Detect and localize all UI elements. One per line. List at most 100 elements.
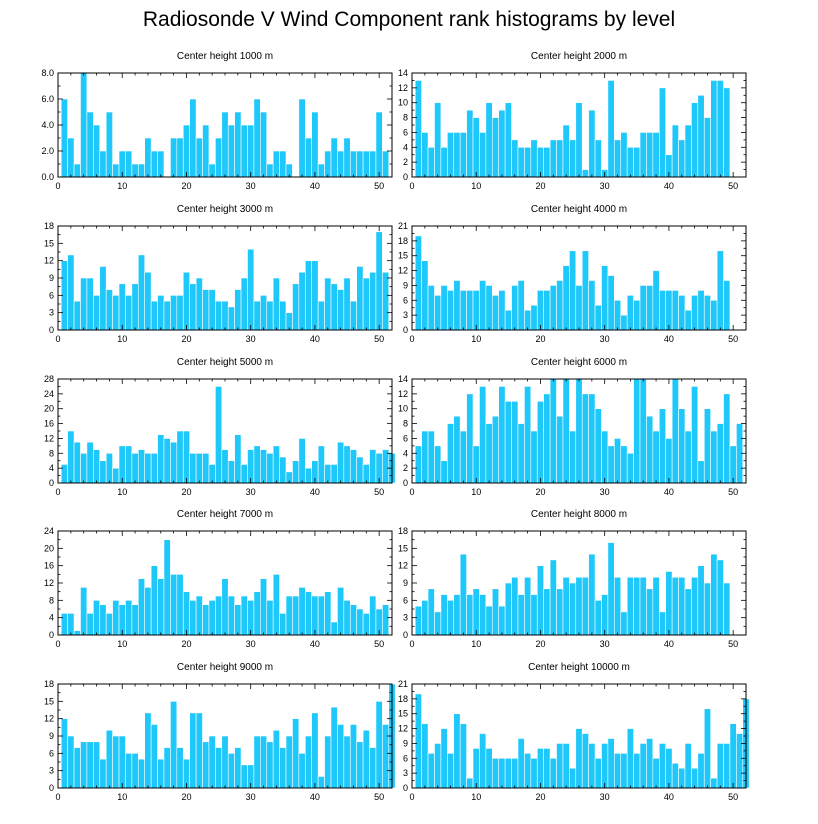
bar bbox=[710, 777, 718, 789]
bar bbox=[427, 285, 435, 331]
x-tick-label: 30 bbox=[246, 181, 256, 191]
bar bbox=[240, 595, 248, 636]
bar bbox=[594, 139, 602, 178]
bar bbox=[272, 150, 280, 178]
x-tick-label: 40 bbox=[310, 181, 320, 191]
bar bbox=[304, 591, 313, 636]
x-tick-label: 0 bbox=[55, 639, 60, 649]
bar bbox=[163, 300, 171, 331]
x-tick-label: 50 bbox=[374, 181, 384, 191]
y-tick-label: 0 bbox=[403, 325, 408, 335]
bar bbox=[317, 300, 325, 331]
bar bbox=[272, 445, 280, 484]
bar bbox=[530, 430, 538, 484]
x-tick-label: 50 bbox=[374, 334, 384, 344]
y-tick-label: 10 bbox=[398, 404, 408, 414]
bar bbox=[266, 452, 274, 484]
bar bbox=[317, 595, 325, 636]
bar bbox=[208, 289, 216, 331]
bar bbox=[466, 109, 474, 178]
bar bbox=[639, 378, 647, 484]
y-tick-label: 2 bbox=[403, 463, 408, 473]
bar bbox=[710, 430, 718, 484]
bar bbox=[691, 767, 699, 789]
bar bbox=[440, 594, 448, 636]
bar bbox=[594, 757, 602, 789]
bar bbox=[543, 588, 551, 636]
bar bbox=[459, 132, 467, 178]
y-tick-label: 3 bbox=[49, 766, 54, 776]
bar bbox=[588, 109, 596, 178]
bar bbox=[247, 248, 255, 331]
y-tick-label: 20 bbox=[44, 404, 54, 414]
y-tick-label: 24 bbox=[44, 526, 54, 536]
bar bbox=[517, 594, 525, 636]
bar bbox=[504, 102, 512, 178]
bar bbox=[330, 621, 338, 636]
bar bbox=[176, 137, 184, 178]
bar bbox=[459, 723, 467, 789]
bar bbox=[157, 150, 165, 178]
panel-2: Center height 2000 m 0 10 20 30 40 50 0 2 4 6 8 10 12… bbox=[398, 51, 747, 191]
y-tick-label: 8 bbox=[403, 113, 408, 123]
bar bbox=[562, 265, 570, 331]
bar bbox=[569, 582, 577, 636]
x-tick-label: 10 bbox=[117, 792, 127, 802]
bar bbox=[144, 452, 152, 484]
y-tick-label: 15 bbox=[398, 709, 408, 719]
bar bbox=[414, 235, 422, 331]
bar bbox=[125, 600, 133, 636]
bar bbox=[498, 290, 506, 331]
panel-title: Center height 7000 m bbox=[177, 509, 273, 520]
x-tick-label: 30 bbox=[246, 792, 256, 802]
y-tick-label: 6 bbox=[49, 748, 54, 758]
bar bbox=[304, 137, 313, 178]
bar bbox=[601, 430, 609, 484]
bar bbox=[626, 295, 634, 331]
bar bbox=[330, 464, 338, 484]
bar bbox=[607, 275, 615, 331]
x-tick-label: 20 bbox=[181, 487, 191, 497]
bar bbox=[105, 289, 113, 331]
y-tick-label: 9 bbox=[403, 738, 408, 748]
bar bbox=[202, 604, 210, 636]
x-tick-label: 10 bbox=[471, 334, 481, 344]
bar bbox=[498, 605, 506, 636]
bar bbox=[665, 438, 673, 484]
bar bbox=[317, 163, 325, 178]
bar bbox=[253, 300, 261, 331]
bar bbox=[105, 452, 113, 484]
bar bbox=[716, 743, 724, 789]
bar bbox=[479, 280, 487, 331]
bar bbox=[195, 277, 203, 331]
y-tick-label: 8 bbox=[49, 448, 54, 458]
bar bbox=[247, 449, 255, 484]
bar bbox=[215, 386, 223, 484]
bar bbox=[279, 300, 287, 331]
bar bbox=[215, 300, 223, 331]
bar bbox=[479, 733, 487, 789]
y-tick-label: 15 bbox=[44, 238, 54, 248]
bar bbox=[337, 587, 345, 636]
x-tick-label: 10 bbox=[117, 487, 127, 497]
bar bbox=[524, 386, 532, 484]
bar bbox=[112, 163, 120, 178]
bar bbox=[150, 565, 158, 636]
bar bbox=[459, 553, 467, 636]
x-tick-label: 10 bbox=[117, 181, 127, 191]
bar bbox=[131, 283, 139, 331]
bar bbox=[658, 743, 667, 789]
bar bbox=[652, 132, 660, 178]
bar bbox=[311, 595, 319, 636]
bar bbox=[137, 163, 146, 178]
bar bbox=[607, 80, 615, 178]
x-tick-label: 0 bbox=[55, 181, 60, 191]
bar bbox=[459, 290, 467, 331]
bar bbox=[182, 271, 190, 331]
bar bbox=[434, 445, 442, 484]
bar bbox=[279, 150, 287, 178]
bar bbox=[517, 423, 525, 484]
bar bbox=[227, 460, 235, 484]
bar bbox=[279, 747, 287, 789]
